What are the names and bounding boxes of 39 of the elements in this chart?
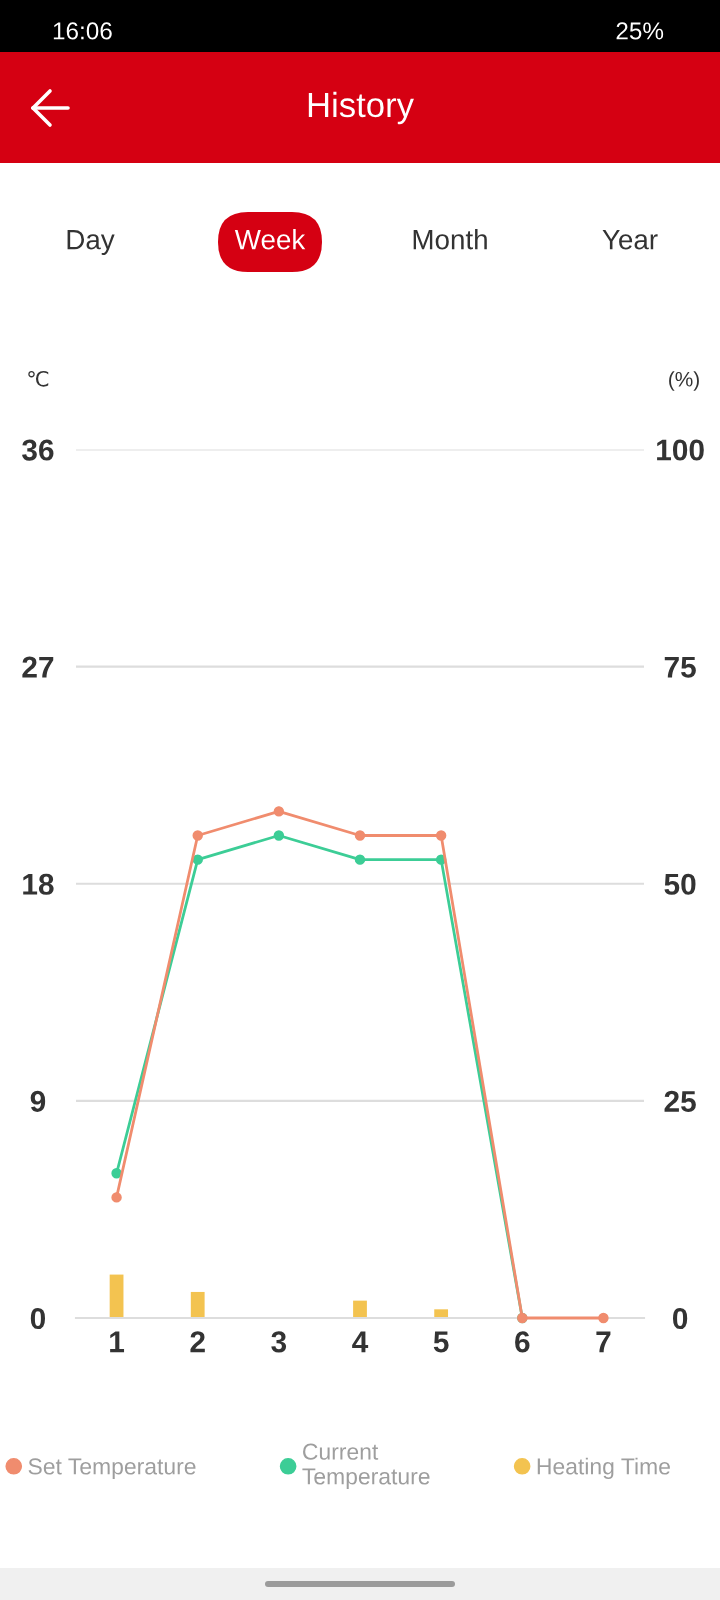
x-tick-label: 6 [515, 1331, 530, 1353]
x-tick-label: 2 [190, 1331, 205, 1353]
y2-axis-title: (%) [669, 371, 699, 391]
y2-tick-label: 100 [657, 439, 704, 461]
y2-tick-label: 75 [664, 656, 696, 678]
text: Month [413, 229, 487, 250]
text: 16:06 [53, 22, 112, 40]
point [273, 830, 285, 841]
x-tick-label: 3 [271, 1331, 287, 1353]
text: Year [602, 230, 658, 250]
point [111, 1192, 122, 1203]
y2-tick-label: 50 [664, 873, 696, 895]
point [192, 854, 203, 865]
legend-label: Heating Time [537, 1457, 670, 1480]
y2-tick-label: 25 [664, 1090, 696, 1112]
y-tick-label: 36 [22, 439, 54, 461]
text: Week [234, 229, 306, 250]
point [354, 830, 366, 841]
legend-label: Set Temperature [28, 1458, 196, 1480]
point [435, 830, 447, 841]
point [111, 1168, 122, 1179]
point [598, 1312, 609, 1324]
x-tick-label: 5 [433, 1331, 449, 1353]
x-tick-label: 7 [596, 1331, 611, 1353]
x-tick-label: 4 [352, 1331, 369, 1353]
y-tick-label: 18 [23, 873, 54, 895]
y-axis-title: ℃ [28, 370, 49, 387]
x-tick-label: 1 [110, 1331, 125, 1353]
y-tick-label: 0 [30, 1307, 46, 1330]
text: 25% [616, 22, 664, 40]
y-tick-label: 27 [22, 656, 54, 678]
y2-tick-label: 0 [672, 1307, 688, 1330]
legend-label: Current Temperature [302, 1443, 430, 1490]
point [192, 830, 203, 841]
text: Day [67, 230, 115, 255]
point [354, 854, 366, 865]
y-tick-label: 9 [30, 1090, 46, 1112]
chart-title: History [308, 91, 414, 125]
point [273, 806, 285, 817]
